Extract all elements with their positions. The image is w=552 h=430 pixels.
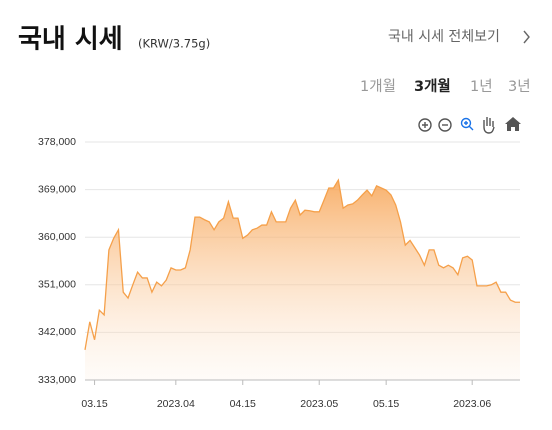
x-tick-label: 2023.06 xyxy=(453,398,491,410)
x-tick-label: 03.15 xyxy=(81,398,107,410)
x-tick-label: 2023.05 xyxy=(300,398,338,410)
y-tick-label: 378,000 xyxy=(38,136,76,148)
y-tick-label: 342,000 xyxy=(38,326,76,338)
area xyxy=(85,180,520,380)
tab[interactable]: 1개월 xyxy=(360,78,396,95)
x-tick-label: 04.15 xyxy=(230,398,256,410)
full-view-link[interactable]: 국내 시세 전체보기 xyxy=(388,29,500,45)
tabs: 1개월 3개월 1년 3년 xyxy=(360,78,531,95)
plot: 333,000 342,000 351,000 360,000 369,000 378,0… xyxy=(38,136,520,410)
x-tick-label: 2023.04 xyxy=(157,398,195,410)
unit: (KRW/3.75g) xyxy=(138,37,210,51)
tab[interactable]: 3년 xyxy=(508,78,531,95)
zoom[interactable] xyxy=(460,117,474,131)
home[interactable] xyxy=(505,117,521,131)
x-tick-label: 05.15 xyxy=(373,398,399,410)
zoom-out[interactable] xyxy=(438,118,452,132)
pan[interactable] xyxy=(483,117,495,134)
toolbar xyxy=(418,117,521,134)
y-tick-label: 369,000 xyxy=(38,183,76,195)
chevron[interactable] xyxy=(523,30,530,44)
tab[interactable]: 3개월 xyxy=(414,78,451,95)
y-tick-label: 360,000 xyxy=(38,231,76,243)
y-tick-label: 351,000 xyxy=(38,279,76,291)
line xyxy=(84,178,520,350)
title: 국내 시세 xyxy=(18,25,123,55)
y-tick-label: 333,000 xyxy=(38,374,76,386)
tab[interactable]: 1년 xyxy=(470,78,493,95)
zoom-in[interactable] xyxy=(418,118,432,132)
